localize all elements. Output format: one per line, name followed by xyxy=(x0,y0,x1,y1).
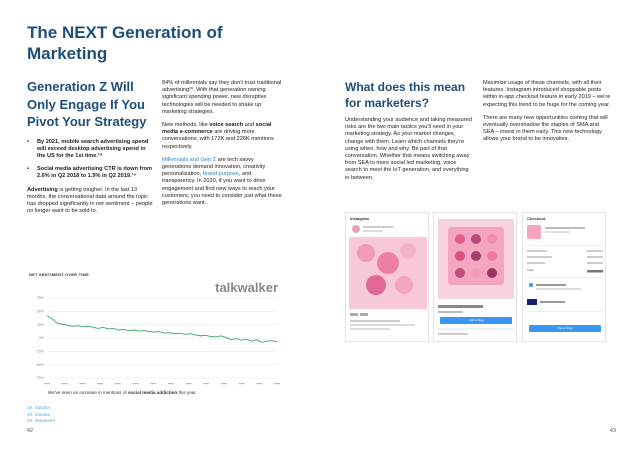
instagram-header: Instagram xyxy=(350,216,370,221)
page-number-left: 42 xyxy=(27,428,34,434)
y-tick-label: 25% xyxy=(37,323,44,327)
sentiment-chart: 75% 50% 25% 0% -25% -50% -75% NET SENTIMENT OV… xyxy=(27,270,282,395)
checkout-total-label: Total xyxy=(527,268,534,272)
chart-caption: We've seen an increase in mentions of so… xyxy=(48,390,197,395)
right-column-2: Maximize usage of these channels, with a… xyxy=(483,80,611,150)
x-tick-mark xyxy=(44,383,50,385)
link-millennials-gen-z[interactable]: Millennials and Gen Z xyxy=(162,156,217,163)
footnote[interactable]: 19. Statista xyxy=(27,411,50,417)
instagram-post-art xyxy=(349,225,427,330)
talkwalker-logo: talkwalker xyxy=(215,280,278,295)
page-title: The NEXT Generation of Marketing xyxy=(27,23,223,63)
place-order-button[interactable]: Place Order xyxy=(529,325,601,332)
paragraph-gen-z: Millennials and Gen Z are tech savvy gen… xyxy=(162,156,282,207)
middle-column: 84% of millennials say they don't trust … xyxy=(162,80,282,213)
bullet-list: By 2021, mobile search advertising spend… xyxy=(27,139,155,181)
x-tick-mark xyxy=(79,383,86,385)
paragraph-new-methods: New methods, like voice search and socia… xyxy=(162,122,274,150)
advertising-paragraph: Advertising is getting tougher. In the l… xyxy=(27,186,153,215)
x-tick-mark xyxy=(97,383,104,385)
paragraph-millennials: 84% of millennials say they don't trust … xyxy=(162,80,282,115)
link-brand-purpose[interactable]: brand purpose xyxy=(202,171,239,178)
chart-svg: 75% 50% 25% 0% -25% -50% -75% xyxy=(36,296,280,385)
x-tick-mark xyxy=(150,383,157,385)
checkout-art xyxy=(527,225,603,312)
footnote[interactable]: 18. Statista xyxy=(27,405,50,410)
y-tick-label: -50% xyxy=(36,363,44,367)
x-tick-mark xyxy=(238,383,245,385)
phone-instagram-post: Instagram xyxy=(345,212,429,342)
footnote[interactable]: 20. eMarketer xyxy=(27,418,56,423)
x-tick-mark xyxy=(61,383,68,385)
x-tick-mark xyxy=(274,383,280,385)
x-tick-mark xyxy=(114,383,121,385)
phone-checkout: Checkout Total Place Order xyxy=(522,212,606,342)
y-tick-label: -75% xyxy=(36,376,44,380)
page-number-right: 43 xyxy=(609,428,616,434)
y-tick-label: 50% xyxy=(37,310,44,314)
left-column: Generation Z Will Only Engage If You Piv… xyxy=(27,78,155,215)
sentiment-line xyxy=(46,315,278,343)
phone-product-page: Add to Bag xyxy=(433,212,517,342)
y-tick-label: 0% xyxy=(39,336,44,340)
y-tick-label: 75% xyxy=(37,296,44,300)
x-tick-mark xyxy=(256,383,263,385)
x-tick-mark xyxy=(220,383,227,385)
chart-title: NET SENTIMENT OVER TIME xyxy=(29,272,89,277)
section-heading: Generation Z Will Only Engage If You Piv… xyxy=(27,79,147,129)
palette-product-art xyxy=(438,219,514,335)
bullet-item: By 2021, mobile search advertising spend… xyxy=(27,139,155,161)
x-tick-mark xyxy=(167,383,174,385)
y-tick-label: -25% xyxy=(36,350,44,354)
x-tick-mark xyxy=(203,383,210,385)
checkout-header: Checkout xyxy=(527,216,546,221)
paragraph-opportunities: There are many new opportunities coming … xyxy=(483,114,608,143)
right-heading: What does this mean for marketers? xyxy=(345,80,466,110)
right-paragraph: Understanding your audience and taking m… xyxy=(345,117,472,181)
paragraph-maximize: Maximize usage of these channels, with a… xyxy=(483,80,611,108)
bullet-item: Social media advertising CTR is down fro… xyxy=(27,166,155,180)
add-to-bag-button[interactable]: Add to Bag xyxy=(440,317,512,324)
x-tick-mark xyxy=(185,383,192,385)
x-tick-mark xyxy=(132,383,139,385)
footnotes: 18. Statista 19. Statista 20. eMarketer xyxy=(27,405,55,425)
